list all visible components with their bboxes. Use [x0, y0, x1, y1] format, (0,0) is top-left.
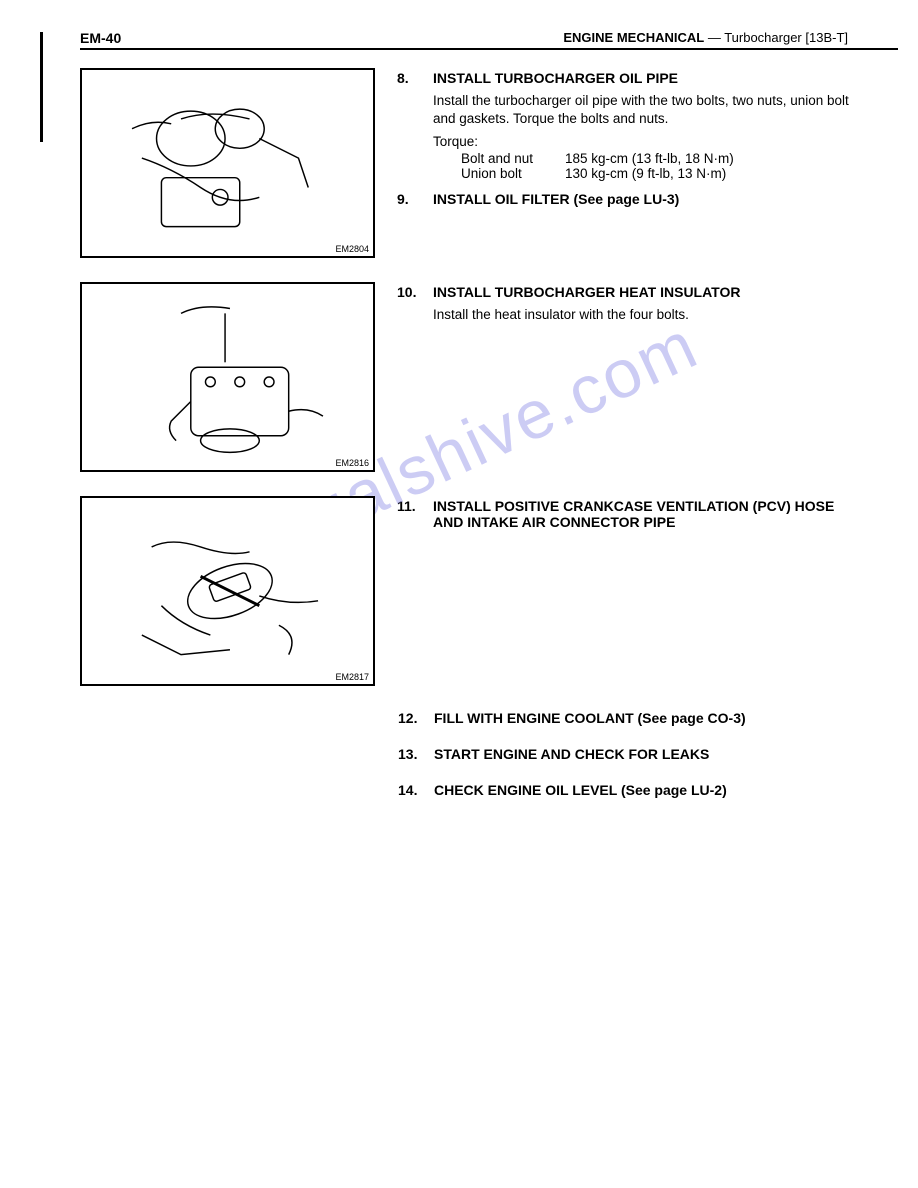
- content-row-2: EM2816 10. INSTALL TURBOCHARGER HEAT INS…: [80, 282, 898, 472]
- page-title-bold: ENGINE MECHANICAL: [563, 30, 704, 45]
- content-row-3: EM2817 11. INSTALL POSITIVE CRANKCASE VE…: [80, 496, 898, 686]
- torque-block: Torque: Bolt and nut 185 kg-cm (13 ft-lb…: [433, 134, 868, 181]
- step-text-8: Install the turbocharger oil pipe with t…: [433, 92, 868, 128]
- turbocharger-oil-pipe-diagram: [82, 70, 373, 256]
- content-row-1: EM2804 8. INSTALL TURBOCHARGER OIL PIPE …: [80, 68, 898, 258]
- step-title-13: START ENGINE AND CHECK FOR LEAKS: [434, 746, 709, 762]
- step-body-9: INSTALL OIL FILTER (See page LU-3): [433, 191, 868, 213]
- page-title: ENGINE MECHANICAL — Turbocharger [13B-T]: [563, 30, 848, 46]
- figure-box-1: EM2804: [80, 68, 375, 258]
- torque-label: Torque:: [433, 134, 868, 149]
- torque-row-1: Bolt and nut 185 kg-cm (13 ft-lb, 18 N·m…: [461, 151, 868, 166]
- step-10: 10. INSTALL TURBOCHARGER HEAT INSULATOR …: [397, 284, 868, 330]
- step-9: 9. INSTALL OIL FILTER (See page LU-3): [397, 191, 868, 213]
- page-title-light: — Turbocharger [13B-T]: [704, 30, 848, 45]
- torque-value-1: 185 kg-cm (13 ft-lb, 18 N·m): [565, 151, 734, 166]
- step-11: 11. INSTALL POSITIVE CRANKCASE VENTILATI…: [397, 498, 868, 536]
- step-number-11: 11.: [397, 498, 421, 536]
- figure-label-3: EM2817: [335, 672, 369, 682]
- step-number-12: 12.: [398, 710, 422, 732]
- step-13: 13. START ENGINE AND CHECK FOR LEAKS: [398, 746, 868, 768]
- step-body-10: INSTALL TURBOCHARGER HEAT INSULATOR Inst…: [433, 284, 868, 330]
- torque-value-2: 130 kg-cm (9 ft-lb, 13 N·m): [565, 166, 726, 181]
- torque-row-2: Union bolt 130 kg-cm (9 ft-lb, 13 N·m): [461, 166, 868, 181]
- step-title-10: INSTALL TURBOCHARGER HEAT INSULATOR: [433, 284, 868, 300]
- binding-mark: [40, 32, 43, 142]
- heat-insulator-diagram: [82, 284, 373, 470]
- step-title-14: CHECK ENGINE OIL LEVEL (See page LU-2): [434, 782, 727, 798]
- step-14: 14. CHECK ENGINE OIL LEVEL (See page LU-…: [398, 782, 868, 804]
- step-title-8: INSTALL TURBOCHARGER OIL PIPE: [433, 70, 868, 86]
- pcv-hose-diagram: [82, 498, 373, 684]
- step-number-8: 8.: [397, 70, 421, 181]
- step-title-12: FILL WITH ENGINE COOLANT (See page CO-3): [434, 710, 746, 726]
- figure-label-2: EM2816: [335, 458, 369, 468]
- torque-name-2: Union bolt: [461, 166, 565, 181]
- step-number-9: 9.: [397, 191, 421, 213]
- step-body-11: INSTALL POSITIVE CRANKCASE VENTILATION (…: [433, 498, 868, 536]
- page-number: EM-40: [80, 30, 121, 46]
- step-title-9: INSTALL OIL FILTER (See page LU-3): [433, 191, 868, 207]
- step-title-11: INSTALL POSITIVE CRANKCASE VENTILATION (…: [433, 498, 868, 530]
- step-number-13: 13.: [398, 746, 422, 768]
- text-content-1: 8. INSTALL TURBOCHARGER OIL PIPE Install…: [397, 68, 898, 258]
- page-header: EM-40 ENGINE MECHANICAL — Turbocharger […: [80, 30, 898, 50]
- figure-box-2: EM2816: [80, 282, 375, 472]
- step-text-10: Install the heat insulator with the four…: [433, 306, 868, 324]
- step-body-8: INSTALL TURBOCHARGER OIL PIPE Install th…: [433, 70, 868, 181]
- torque-name-1: Bolt and nut: [461, 151, 565, 166]
- text-content-3: 11. INSTALL POSITIVE CRANKCASE VENTILATI…: [397, 496, 898, 686]
- standalone-steps: 12. FILL WITH ENGINE COOLANT (See page C…: [398, 710, 898, 804]
- step-number-10: 10.: [397, 284, 421, 330]
- figure-label-1: EM2804: [335, 244, 369, 254]
- step-8: 8. INSTALL TURBOCHARGER OIL PIPE Install…: [397, 70, 868, 181]
- step-number-14: 14.: [398, 782, 422, 804]
- text-content-2: 10. INSTALL TURBOCHARGER HEAT INSULATOR …: [397, 282, 898, 472]
- step-12: 12. FILL WITH ENGINE COOLANT (See page C…: [398, 710, 868, 732]
- figure-box-3: EM2817: [80, 496, 375, 686]
